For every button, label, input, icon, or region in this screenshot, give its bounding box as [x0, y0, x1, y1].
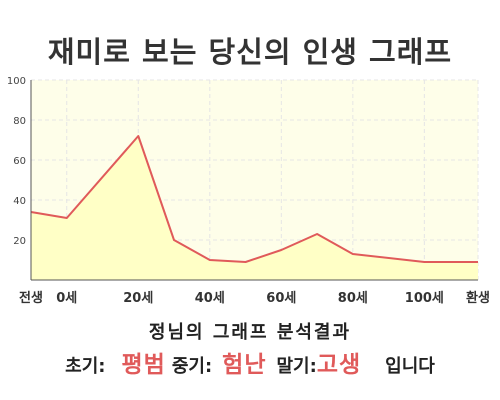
early-value: 평범: [121, 352, 166, 378]
late-value: 고생: [316, 352, 362, 378]
x-tick-label-3: 40세: [195, 291, 225, 306]
x-tick-label-4: 60세: [266, 291, 296, 306]
series-line: [30, 135, 478, 263]
x-tick-label-7: 환생: [466, 290, 490, 306]
x-tick-label-0: 전생: [19, 290, 43, 306]
result-heading: 정님의 그래프 분석결과: [148, 322, 352, 343]
y-tick-label-2: 60: [13, 156, 26, 167]
y-tick-label-3: 80: [13, 116, 26, 127]
mid-value: 험난: [222, 352, 267, 378]
result-suffix: 입니다: [385, 356, 435, 377]
x-tick-labels: 전생 0세 20세 40세 60세 80세 100세 환생: [19, 290, 490, 306]
x-tick-label-1: 0세: [56, 291, 77, 306]
result-summary: 초기: 평범 중기: 험난 말기:고생 입니다: [0, 345, 500, 379]
late-label: 말기:: [276, 356, 317, 377]
chart-title: 재미로 보는 당신의 인생 그래프: [47, 35, 453, 69]
y-tick-label-4: 100: [7, 76, 26, 87]
y-tick-label-0: 20: [13, 236, 26, 247]
early-label: 초기:: [65, 356, 106, 377]
y-tick-labels: 20 40 60 80 100: [7, 76, 26, 247]
x-tick-label-2: 20세: [123, 291, 153, 306]
area-fill: [31, 136, 478, 280]
x-tick-label-6: 100세: [405, 291, 444, 306]
x-tick-label-5: 80세: [338, 291, 368, 306]
mid-label: 중기:: [171, 356, 213, 377]
y-tick-label-1: 40: [13, 196, 26, 207]
